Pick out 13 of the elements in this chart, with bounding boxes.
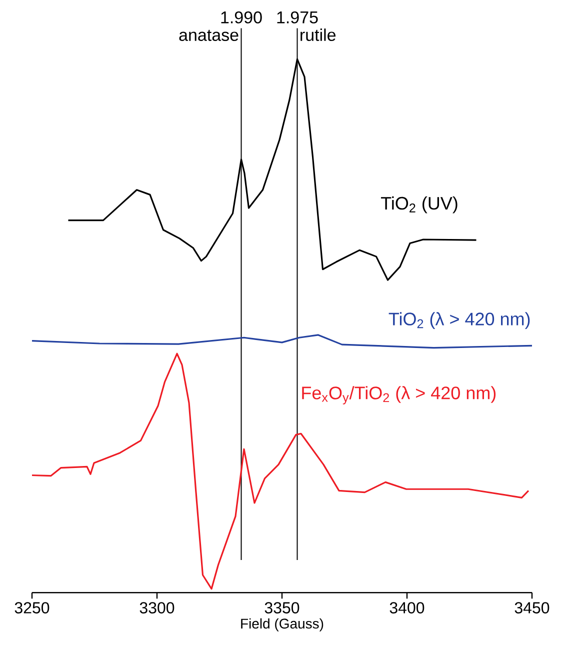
x-tick-label: 3400 <box>390 602 424 614</box>
x-tick-label: 3300 <box>140 602 174 614</box>
x-tick-label: 3450 <box>514 602 550 614</box>
x-tick-label: 3250 <box>14 602 50 614</box>
text: rutile <box>300 28 336 42</box>
text: anatase <box>179 30 238 42</box>
series-label: TiO$_{2}$ (UV) <box>380 196 458 214</box>
x-axis-title: Field (Gauss) <box>241 618 324 632</box>
text: 1.990 <box>221 11 262 24</box>
text: 1.975 <box>277 11 318 24</box>
x-tick-label: 3350 <box>264 602 300 614</box>
series-label: TiO$_{2}$ (λ > 420 nm) <box>388 312 530 329</box>
series-label: Fe$_{x}$O$_{y}$/TiO$_{2}$ (λ > 420 nm) <box>302 386 496 404</box>
